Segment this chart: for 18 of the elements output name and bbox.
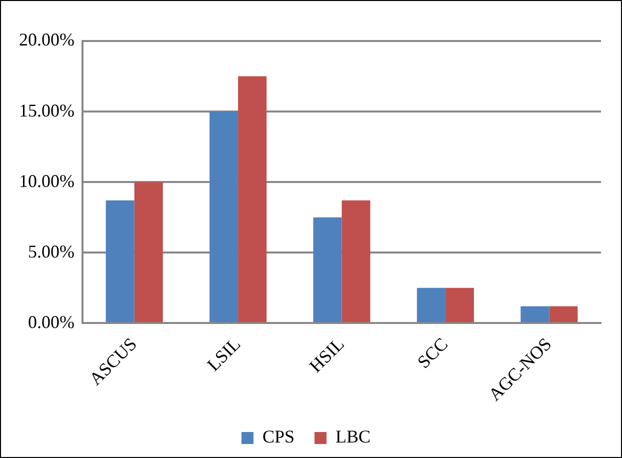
bar (520, 306, 550, 322)
y-tick-label: 5.00% (28, 241, 74, 262)
y-tick-label: 15.00% (18, 100, 74, 120)
bar (342, 200, 370, 322)
legend-label: LBC (336, 426, 371, 447)
bar (210, 112, 238, 322)
y-tick-label: 20.00% (18, 30, 74, 50)
bar (549, 306, 578, 322)
y-tick-label: 10.00% (18, 170, 74, 191)
bar (445, 288, 474, 322)
bar (416, 288, 446, 322)
bar (313, 217, 342, 322)
bar (134, 182, 163, 322)
x-tick-label: SCC (413, 334, 452, 372)
bar (238, 76, 267, 322)
bar (106, 200, 134, 322)
y-tick-label: 0.00% (28, 312, 74, 332)
legend-label: CPS (262, 426, 295, 447)
